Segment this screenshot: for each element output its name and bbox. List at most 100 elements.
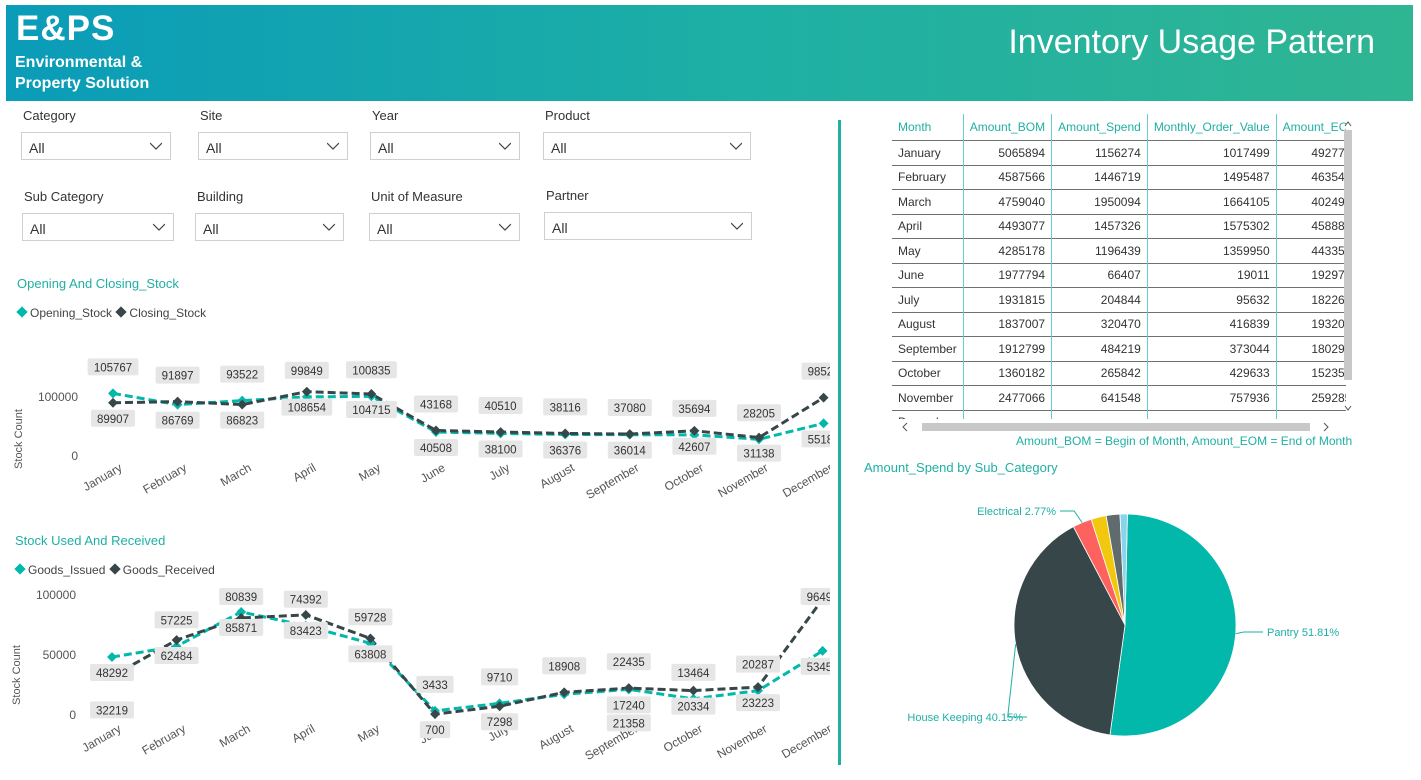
horizontal-scroll-thumb[interactable] — [922, 423, 1310, 431]
filter-value: All — [30, 221, 46, 237]
data-label-bg — [481, 668, 519, 686]
table-cell: April — [892, 213, 964, 239]
data-point-closing_stock[interactable] — [237, 399, 248, 410]
data-point-closing_stock[interactable] — [108, 397, 118, 408]
table-row[interactable]: June197779466407190111929787 — [892, 262, 1346, 288]
data-label-bg — [478, 440, 523, 458]
data-label: 108654 — [288, 403, 327, 415]
data-point-goods_issued[interactable] — [817, 645, 828, 656]
legend-opening-closing: Opening_Stock Closing_Stock — [16, 306, 206, 320]
data-label-bg — [671, 663, 716, 681]
pie-slice[interactable] — [1013, 526, 1126, 736]
data-label: 20334 — [677, 702, 710, 714]
series-line-closing_stock — [112, 390, 825, 440]
chevron-down-icon[interactable] — [150, 140, 162, 152]
column-header[interactable]: Amount_Spend — [1051, 114, 1148, 141]
data-label: 20287 — [742, 660, 774, 672]
table-row[interactable]: September19127994842193730441802929 — [892, 336, 1346, 361]
data-label-bg — [155, 411, 200, 429]
table-row[interactable]: April4493077145732615753024588814 — [892, 213, 1346, 239]
data-label-bg — [606, 696, 651, 714]
data-label: 83423 — [290, 626, 322, 638]
filter-dropdown[interactable]: All — [370, 132, 520, 160]
data-point-goods_received[interactable] — [300, 609, 311, 620]
vertical-scroll-thumb[interactable] — [1344, 130, 1352, 380]
pie-slice[interactable] — [1119, 513, 1128, 626]
table-cell: 95632 — [1147, 287, 1277, 312]
filter-dropdown[interactable]: All — [544, 212, 752, 240]
data-point-closing_stock[interactable] — [301, 386, 312, 397]
data-point-closing_stock[interactable] — [172, 396, 183, 407]
chevron-down-icon[interactable] — [153, 221, 165, 233]
table-row[interactable]: July1931815204844956321822685 — [892, 287, 1346, 312]
chevron-down-icon[interactable] — [731, 220, 743, 232]
legend-used-received: Goods_Issued Goods_Received — [14, 563, 215, 577]
data-label-bg — [154, 611, 199, 629]
chevron-down-icon[interactable] — [499, 221, 511, 233]
table-cell: December — [892, 409, 964, 419]
table-cell: 5065894 — [963, 140, 1053, 165]
pie-slice[interactable] — [1109, 513, 1237, 737]
data-label: 23223 — [742, 698, 774, 710]
table-row[interactable]: October13601822658424296331523561 — [892, 360, 1346, 386]
filter-dropdown[interactable]: All — [22, 213, 174, 241]
column-header[interactable]: Amount_BOM — [963, 114, 1053, 141]
monthly-amount-table[interactable]: Month Amount_BOM Amount_Spend Monthly_Order… — [892, 114, 1346, 419]
data-point-closing_stock[interactable] — [624, 429, 635, 439]
table-cell: March — [892, 189, 964, 214]
scroll-left-icon[interactable] — [902, 422, 908, 432]
chevron-down-icon[interactable] — [323, 221, 335, 233]
scroll-down-icon[interactable] — [1344, 405, 1352, 411]
data-point-closing_stock[interactable] — [689, 425, 700, 436]
column-header[interactable]: Amount_EOM — [1276, 114, 1346, 141]
table-cell: 1196439 — [1051, 238, 1148, 263]
data-point-goods_received[interactable] — [559, 687, 570, 698]
chevron-down-icon[interactable] — [327, 140, 339, 152]
table-row[interactable]: January5065894115627410174994927792 — [892, 140, 1346, 165]
table-cell: October — [892, 360, 964, 386]
data-point-closing_stock[interactable] — [495, 427, 506, 437]
data-label-bg — [91, 409, 135, 427]
filter-dropdown[interactable]: All — [369, 213, 520, 241]
table-row[interactable]: March4759040195009416641054024950 — [892, 189, 1346, 214]
legend-marker-opening — [16, 306, 28, 318]
table-row[interactable]: May4285178119643913599504433520 — [892, 238, 1346, 263]
data-point-goods_received[interactable] — [171, 635, 182, 645]
filter-dropdown[interactable]: All — [195, 213, 344, 241]
data-label: 40508 — [420, 443, 452, 455]
filter-dropdown[interactable]: All — [198, 132, 348, 160]
table-row[interactable]: November24770666415487579362592850 — [892, 385, 1346, 410]
x-tick-label: October — [661, 721, 705, 754]
table-horizontal-scrollbar[interactable] — [892, 421, 1342, 433]
data-point-goods_received[interactable] — [753, 682, 763, 693]
data-point-closing_stock[interactable] — [818, 392, 829, 403]
table-vertical-scrollbar[interactable] — [1343, 116, 1353, 416]
filter-dropdown[interactable]: All — [21, 132, 171, 160]
data-point-opening_stock[interactable] — [818, 418, 829, 429]
data-label-bg — [346, 401, 397, 419]
scroll-up-icon[interactable] — [1344, 121, 1352, 127]
data-label-bg — [481, 713, 519, 731]
column-header[interactable]: Monthly_Order_Value — [1147, 114, 1277, 141]
chevron-down-icon[interactable] — [730, 140, 742, 152]
table-row[interactable]: August18370073204704168391932075 — [892, 311, 1346, 337]
data-point-goods_issued[interactable] — [107, 652, 117, 662]
data-label-bg — [348, 608, 393, 626]
data-point-closing_stock[interactable] — [754, 432, 764, 443]
data-point-goods_received[interactable] — [688, 685, 699, 696]
data-label: 104715 — [352, 405, 390, 417]
data-point-closing_stock[interactable] — [560, 428, 571, 439]
scroll-right-icon[interactable] — [1323, 422, 1329, 432]
y-tick-label: 0 — [71, 449, 78, 463]
chevron-down-icon[interactable] — [499, 140, 511, 152]
table-row[interactable]: December — [892, 409, 1346, 419]
data-point-opening_stock[interactable] — [108, 388, 118, 399]
filter-dropdown[interactable]: All — [543, 132, 751, 160]
table-row[interactable]: February4587566144671914954874635408 — [892, 164, 1346, 190]
table-cell — [1147, 409, 1277, 419]
column-header[interactable]: Month — [892, 114, 964, 141]
data-point-goods_received[interactable] — [623, 683, 634, 694]
table-cell: 4587566 — [963, 164, 1053, 190]
data-label: 57225 — [161, 615, 193, 627]
table-cell: June — [892, 262, 964, 288]
